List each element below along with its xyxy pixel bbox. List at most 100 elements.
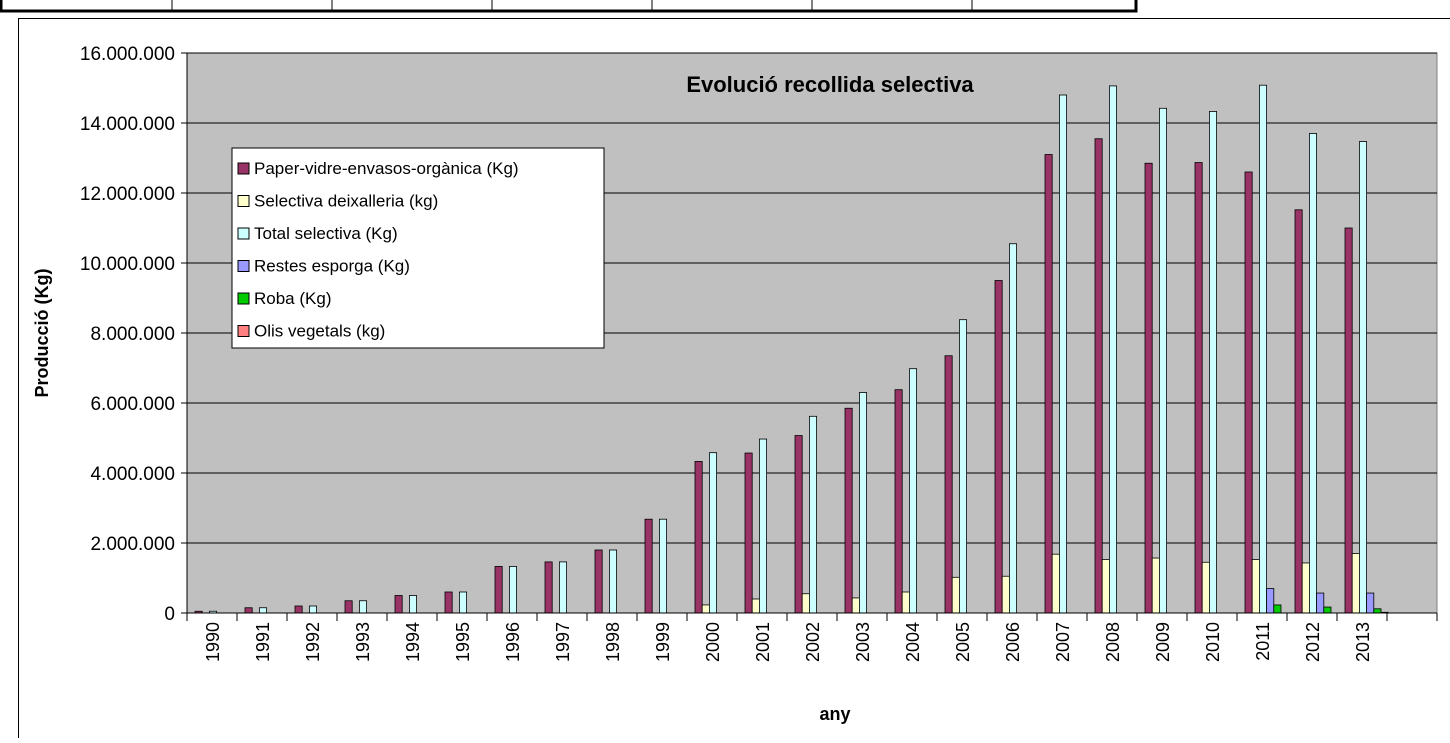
bar: [759, 439, 766, 613]
bar: [1267, 589, 1274, 614]
bar: [859, 393, 866, 614]
x-tick-label: 1992: [303, 622, 323, 662]
bar: [695, 461, 702, 613]
bar: [345, 601, 352, 613]
bar: [702, 605, 709, 613]
legend-swatch: [238, 293, 249, 304]
x-tick-label: 1994: [403, 622, 423, 662]
bar: [795, 436, 802, 613]
x-tick-label: 1995: [453, 622, 473, 662]
bar: [952, 577, 959, 613]
x-tick-label: 2003: [853, 622, 873, 662]
bar: [1045, 155, 1052, 614]
bar: [1195, 163, 1202, 613]
y-tick-label: 8.000.000: [90, 324, 175, 345]
bar: [309, 606, 316, 613]
y-tick-label: 14.000.000: [80, 114, 175, 135]
bar: [852, 598, 859, 613]
bar: [245, 608, 252, 613]
bar: [609, 550, 616, 613]
x-tick-label: 2004: [903, 622, 923, 662]
x-tick-label: 2010: [1203, 622, 1223, 662]
bar: [1245, 172, 1252, 613]
legend-swatch: [238, 326, 249, 337]
bar: [895, 390, 902, 613]
y-tick-label: 10.000.000: [80, 254, 175, 275]
legend-swatch: [238, 163, 249, 174]
bar: [259, 608, 266, 613]
bar: [459, 592, 466, 613]
bar: [1102, 559, 1109, 613]
legend-label: Total selectiva (Kg): [254, 224, 398, 243]
bar: [545, 562, 552, 613]
x-tick-label: 2007: [1053, 622, 1073, 662]
bar: [809, 416, 816, 613]
legend-box: [232, 148, 604, 348]
bar: [902, 592, 909, 613]
bar: [1367, 593, 1374, 613]
legend: Paper-vidre-envasos-orgànica (Kg)Selecti…: [232, 148, 604, 348]
bar: [595, 550, 602, 613]
x-tick-label: 1996: [503, 622, 523, 662]
bar: [745, 453, 752, 613]
legend-swatch: [238, 228, 249, 239]
legend-swatch: [238, 196, 249, 207]
bar: [1202, 562, 1209, 613]
x-tick-label: 1998: [603, 622, 623, 662]
x-tick-label: 2005: [953, 622, 973, 662]
bar: [1374, 609, 1381, 613]
bar: [1302, 563, 1309, 613]
y-axis-title: Producció (Kg): [32, 268, 52, 397]
bar: [995, 281, 1002, 614]
x-tick-label: 2012: [1303, 622, 1323, 662]
x-tick-label: 1991: [253, 622, 273, 662]
bar: [645, 519, 652, 613]
bar: [945, 356, 952, 613]
x-axis-title: any: [819, 704, 850, 724]
bar: [1317, 593, 1324, 613]
bar: [559, 562, 566, 613]
bar: [409, 596, 416, 614]
bar: [1252, 559, 1259, 613]
bar: [395, 596, 402, 614]
x-tick-label: 2000: [703, 622, 723, 662]
x-tick-label: 1997: [553, 622, 573, 662]
bar: [1159, 108, 1166, 613]
bar: [1002, 576, 1009, 613]
bar: [1059, 95, 1066, 613]
bar: [1152, 558, 1159, 613]
sheet-cells: [1, 0, 1136, 11]
x-tick-label: 2002: [803, 622, 823, 662]
bar: [1274, 605, 1281, 613]
y-tick-label: 2.000.000: [90, 534, 175, 555]
x-tick-label: 1999: [653, 622, 673, 662]
bar: [845, 408, 852, 613]
y-tick-label: 0: [164, 604, 175, 625]
legend-label: Paper-vidre-envasos-orgànica (Kg): [254, 159, 519, 178]
x-tick-label: 1993: [353, 622, 373, 662]
bar: [1259, 85, 1266, 613]
bar: [909, 369, 916, 613]
bar: [1295, 210, 1302, 613]
legend-label: Roba (Kg): [254, 289, 331, 308]
bar: [959, 320, 966, 613]
bar: [1145, 163, 1152, 613]
bar: [1095, 139, 1102, 613]
bar: [359, 601, 366, 613]
y-tick-label: 12.000.000: [80, 184, 175, 205]
bar: [1109, 86, 1116, 613]
y-tick-label: 4.000.000: [90, 464, 175, 485]
x-tick-label: 2009: [1153, 622, 1173, 662]
bar: [295, 606, 302, 613]
x-tick-label: 2001: [753, 622, 773, 662]
bar: [1309, 134, 1316, 614]
legend-label: Restes esporga (Kg): [254, 257, 410, 276]
bar: [1209, 111, 1216, 613]
bar: [1052, 554, 1059, 613]
bar: [1009, 244, 1016, 613]
legend-swatch: [238, 261, 249, 272]
y-tick-label: 6.000.000: [90, 394, 175, 415]
bar: [1359, 142, 1366, 613]
bar: [752, 599, 759, 613]
bar: [709, 453, 716, 613]
